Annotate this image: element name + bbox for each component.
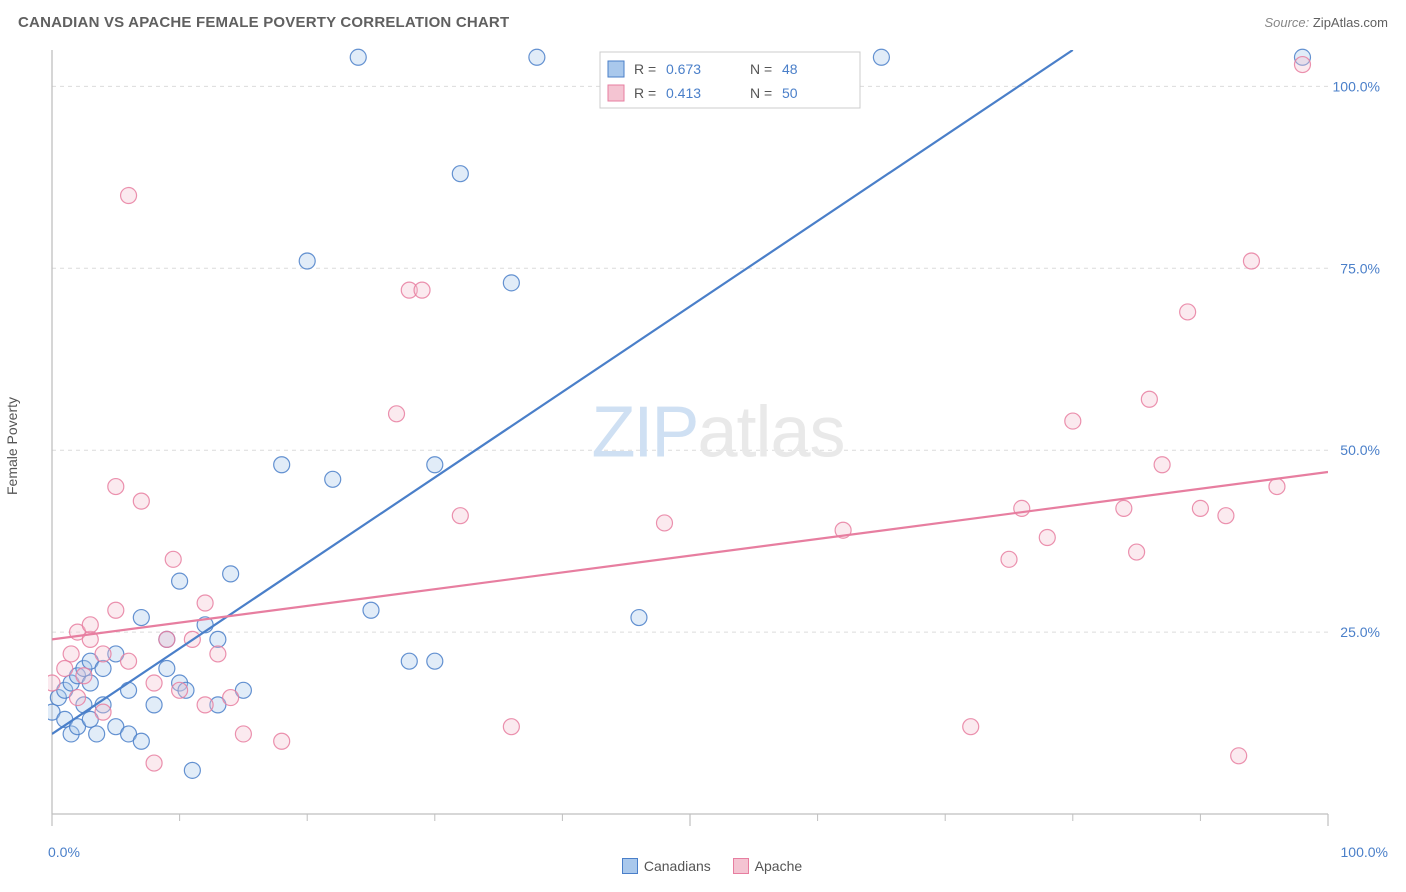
- scatter-chart: 25.0% 50.0% 75.0% 100.0% R = 0.673 N = 48 R = 0.4…: [48, 46, 1388, 832]
- svg-text:N =: N =: [750, 85, 772, 101]
- svg-text:R =: R =: [634, 85, 656, 101]
- svg-text:0.673: 0.673: [666, 61, 701, 77]
- legend-label-canadians: Canadians: [644, 858, 711, 874]
- svg-text:100.0%: 100.0%: [1333, 78, 1380, 94]
- bottom-legend: Canadians Apache: [0, 858, 1406, 874]
- svg-text:48: 48: [782, 61, 798, 77]
- svg-text:50: 50: [782, 85, 798, 101]
- y-axis-label: Female Poverty: [4, 397, 20, 495]
- source-name: ZipAtlas.com: [1313, 15, 1388, 30]
- svg-text:75.0%: 75.0%: [1340, 260, 1380, 276]
- chart-header: CANADIAN VS APACHE FEMALE POVERTY CORREL…: [18, 14, 1388, 31]
- svg-text:50.0%: 50.0%: [1340, 442, 1380, 458]
- chart-svg: 25.0% 50.0% 75.0% 100.0% R = 0.673 N = 48 R = 0.4…: [48, 46, 1388, 832]
- chart-source: Source: ZipAtlas.com: [1264, 15, 1388, 30]
- svg-text:N =: N =: [750, 61, 772, 77]
- svg-text:25.0%: 25.0%: [1340, 624, 1380, 640]
- chart-title: CANADIAN VS APACHE FEMALE POVERTY CORREL…: [18, 14, 509, 31]
- source-prefix: Source:: [1264, 15, 1312, 30]
- legend-swatch-canadians: [622, 858, 638, 874]
- legend-label-apache: Apache: [755, 858, 802, 874]
- legend-swatch-apache: [733, 858, 749, 874]
- svg-text:0.413: 0.413: [666, 85, 701, 101]
- svg-text:R =: R =: [634, 61, 656, 77]
